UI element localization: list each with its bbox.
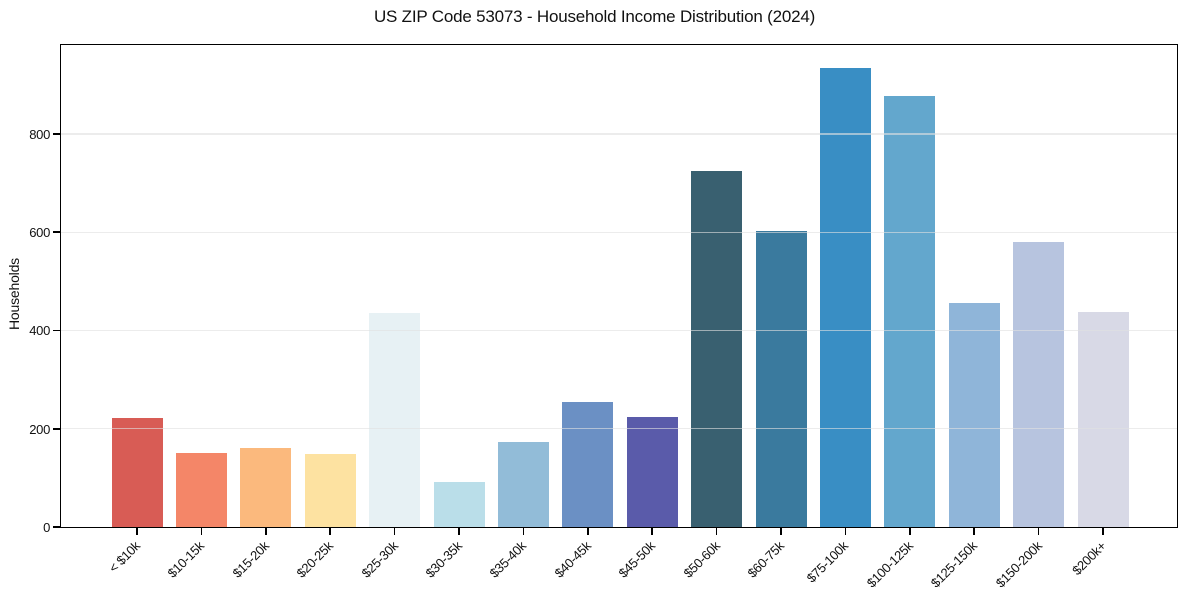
x-tick-mark: [973, 528, 975, 535]
plot-area: [53, 44, 1178, 535]
x-tick-label: < $10k: [105, 538, 143, 576]
x-tick-mark: [909, 528, 911, 535]
bar-35-40k: [497, 442, 549, 527]
bar-15-20k: [240, 447, 292, 527]
x-tick-mark: [844, 528, 847, 535]
bar-25-30k: [369, 312, 421, 527]
x-tick-mark: [715, 528, 718, 535]
y-tick-label: 600: [29, 225, 50, 241]
bar-10k: [111, 417, 163, 527]
bar-30-35k: [433, 481, 485, 527]
x-axis-tick-labels: < $10k $10-15k $15-20k $20-25k $25-30k $30-35…: [60, 528, 1178, 590]
x-tick-mark: [1037, 528, 1040, 535]
y-tick-mark: [53, 526, 60, 528]
bar-10-15k: [175, 453, 227, 527]
x-tick-mark: [200, 528, 203, 535]
bar-75-100k: [819, 67, 871, 527]
y-tick-mark: [53, 329, 60, 332]
x-tick-mark: [1102, 528, 1104, 535]
y-tick-label: 200: [29, 421, 50, 437]
gridline: [61, 231, 1177, 233]
bar-150-200k: [1013, 242, 1065, 527]
y-tick-label: 0: [43, 520, 50, 535]
y-axis-tick-labels: 0 200 400 600 800: [0, 44, 50, 534]
bar-100-125k: [884, 95, 936, 527]
gridline: [61, 133, 1177, 135]
y-tick-mark: [53, 427, 60, 430]
x-tick-mark: [522, 528, 525, 535]
x-tick-mark: [136, 528, 138, 535]
x-tick-mark: [587, 528, 589, 535]
y-tick-label: 400: [29, 323, 50, 339]
x-tick-mark: [651, 528, 653, 535]
x-tick-mark: [458, 528, 460, 535]
bar-20-25k: [304, 454, 356, 527]
bar-60-75k: [755, 231, 807, 527]
chart-title: US ZIP Code 53073 - Household Income Dis…: [373, 7, 816, 26]
x-tick-mark: [780, 528, 782, 535]
gridline: [61, 428, 1177, 430]
bar-50-60k: [691, 170, 743, 527]
y-tick-label: 800: [29, 126, 50, 142]
x-tick-mark: [265, 528, 267, 535]
gridline: [61, 329, 1177, 332]
bar-200k: [1077, 312, 1129, 527]
x-tick-mark: [393, 528, 396, 535]
y-tick-mark: [53, 231, 60, 233]
bar-45-50k: [626, 416, 678, 527]
x-tick-mark: [329, 528, 331, 535]
bar-40-45k: [562, 401, 614, 527]
y-tick-mark: [53, 133, 60, 135]
bar-125-150k: [948, 302, 1000, 527]
